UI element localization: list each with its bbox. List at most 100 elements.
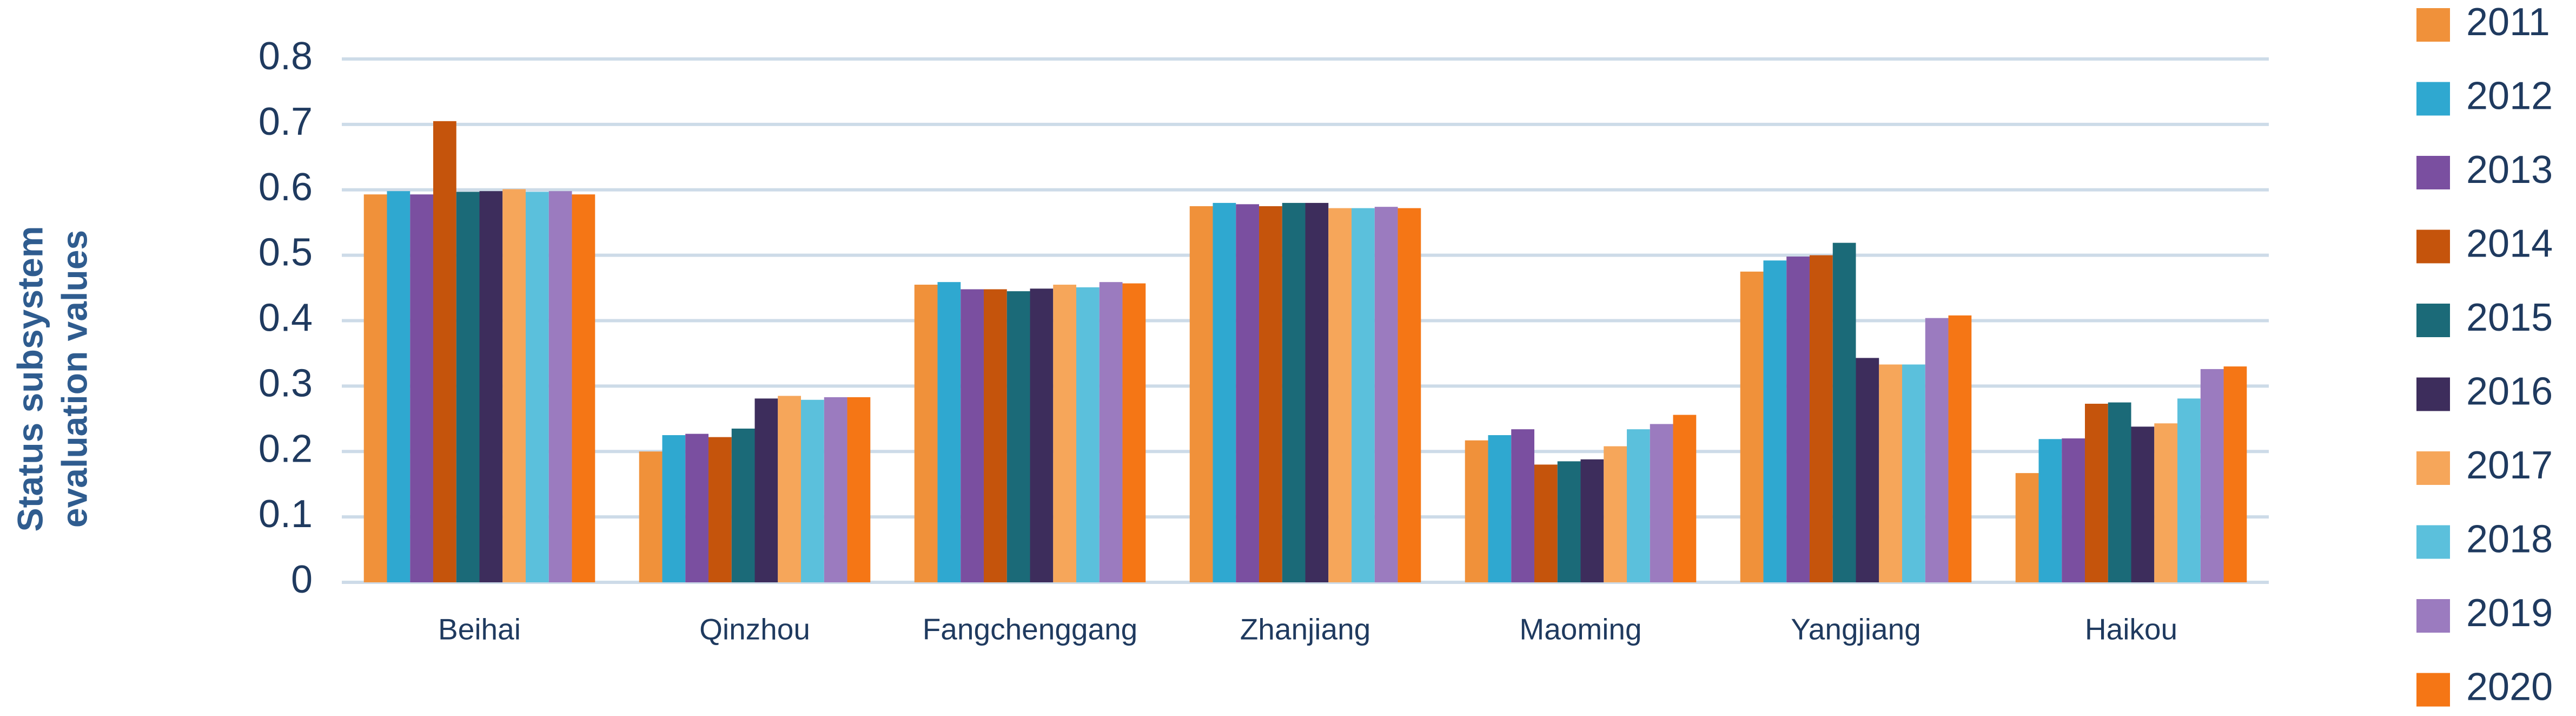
bar	[1189, 206, 1213, 582]
bar	[937, 282, 961, 582]
x-tick-label: Qinzhou	[699, 613, 810, 646]
bar	[731, 428, 755, 582]
bar	[1236, 204, 1259, 582]
bar	[2154, 423, 2178, 582]
legend-label: 2019	[2466, 592, 2553, 635]
bar	[1213, 202, 1236, 582]
bar	[708, 437, 732, 582]
legend-swatch	[2416, 673, 2450, 707]
bar	[2015, 473, 2039, 582]
bar	[801, 399, 824, 582]
bar	[1763, 260, 1787, 582]
bar	[479, 191, 503, 583]
legend-swatch	[2416, 599, 2450, 633]
bar	[1627, 429, 1650, 582]
x-tick-label: Haikou	[2085, 613, 2177, 646]
legend-label: 2013	[2466, 148, 2553, 192]
bar	[754, 398, 778, 582]
bar	[1902, 364, 1925, 582]
bar	[1879, 364, 1903, 582]
legend-swatch	[2416, 525, 2450, 559]
y-tick-label: 0.6	[259, 166, 313, 209]
bar	[1534, 464, 1558, 582]
bar	[1580, 459, 1604, 582]
legend-label: 2018	[2466, 518, 2553, 561]
bar	[1809, 255, 1833, 582]
x-tick-label: Zhanjiang	[1240, 613, 1371, 646]
bar	[2177, 398, 2201, 582]
bar	[363, 194, 387, 582]
legend-label: 2016	[2466, 370, 2553, 413]
bar	[1604, 446, 1627, 582]
y-axis-label: evaluation values	[54, 230, 94, 528]
bar	[410, 194, 433, 582]
bar	[1053, 285, 1077, 582]
bar	[1305, 202, 1329, 582]
y-tick-label: 0	[291, 558, 313, 601]
bar	[639, 451, 663, 582]
bar	[1328, 208, 1352, 583]
y-tick-label: 0.5	[259, 231, 313, 274]
bar	[1030, 288, 1054, 582]
bar	[1740, 271, 1764, 582]
legend-label: 2015	[2466, 296, 2553, 339]
bar	[983, 289, 1007, 582]
bar	[961, 289, 984, 582]
bar	[914, 285, 938, 582]
bar	[1398, 208, 1421, 583]
y-axis-label: Status subsystem	[10, 226, 50, 532]
legend-swatch	[2416, 229, 2450, 264]
bar	[1650, 424, 1673, 582]
bar	[1076, 287, 1100, 582]
bar	[1006, 291, 1030, 582]
bar	[1352, 208, 1375, 583]
bar	[1948, 315, 1972, 582]
bar	[502, 189, 526, 582]
bar	[2200, 369, 2224, 582]
bar	[456, 192, 480, 583]
bar	[1488, 435, 1512, 582]
y-tick-label: 0.2	[259, 427, 313, 470]
legend-swatch	[2416, 451, 2450, 485]
bar	[2131, 426, 2155, 582]
bar	[2223, 366, 2247, 582]
bar	[572, 194, 595, 582]
bar	[1832, 242, 1856, 582]
legend-swatch	[2416, 82, 2450, 116]
bar	[685, 433, 708, 582]
bar	[1122, 283, 1146, 582]
bar	[548, 191, 572, 583]
legend-label: 2020	[2466, 666, 2553, 709]
y-tick-label: 0.7	[259, 100, 313, 143]
bar	[2108, 402, 2131, 582]
bar	[1465, 440, 1488, 582]
legend-swatch	[2416, 377, 2450, 411]
bar	[824, 397, 847, 582]
bar	[1673, 415, 1697, 582]
bar	[2038, 439, 2062, 582]
y-tick-label: 0.4	[259, 297, 313, 340]
bar	[778, 396, 802, 582]
legend-swatch	[2416, 304, 2450, 337]
bar	[847, 397, 871, 582]
y-tick-label: 0.8	[259, 35, 313, 78]
legend-label: 2017	[2466, 444, 2553, 487]
bar	[1856, 358, 1879, 582]
bar	[1282, 202, 1306, 582]
x-tick-label: Yangjiang	[1791, 613, 1921, 646]
bar	[2084, 404, 2108, 582]
bar	[526, 192, 549, 583]
x-tick-label: Maoming	[1519, 613, 1641, 646]
legend-label: 2014	[2466, 222, 2553, 266]
legend-swatch	[2416, 156, 2450, 189]
bar	[1511, 429, 1534, 582]
bar	[1925, 318, 1949, 582]
bar	[2062, 438, 2085, 582]
legend-swatch	[2416, 8, 2450, 42]
bar	[1099, 282, 1123, 582]
bar	[387, 191, 410, 583]
bar	[1786, 257, 1810, 583]
x-tick-label: Fangchenggang	[923, 613, 1138, 646]
legend-label: 2011	[2466, 1, 2550, 44]
